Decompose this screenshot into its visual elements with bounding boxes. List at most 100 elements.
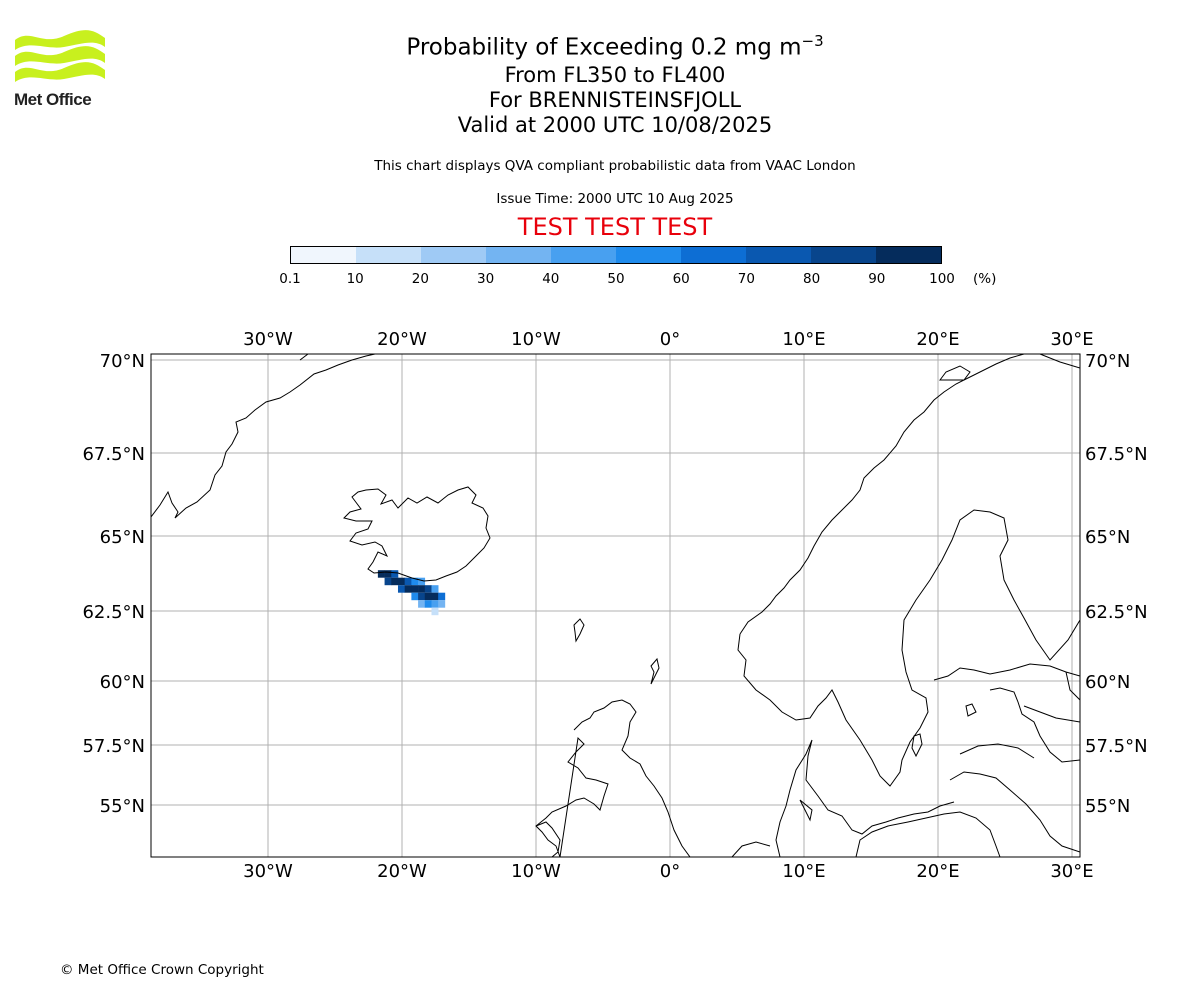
plume-cell bbox=[384, 577, 392, 586]
lat-label-right: 65°N bbox=[1085, 527, 1130, 548]
lon-label-bottom: 0° bbox=[660, 861, 680, 882]
plume-cell bbox=[404, 585, 412, 593]
plume-cell bbox=[411, 592, 419, 601]
lat-label-right: 57.5°N bbox=[1085, 736, 1148, 757]
colorbar-segment bbox=[681, 247, 746, 263]
plume-cell bbox=[431, 592, 439, 601]
plume-cell bbox=[397, 585, 405, 593]
plume-cell bbox=[424, 585, 432, 593]
met-office-logo bbox=[15, 30, 105, 82]
volcano-name: For BRENNISTEINSFJOLL bbox=[488, 87, 742, 112]
colorbar-tick-label: 0.1 bbox=[279, 271, 301, 287]
colorbar-tick-label: 10 bbox=[346, 271, 364, 287]
lat-label-left: 62.5°N bbox=[82, 602, 145, 623]
valid-time: Valid at 2000 UTC 10/08/2025 bbox=[457, 112, 773, 137]
lat-label-right: 60°N bbox=[1085, 672, 1130, 693]
plume-cell bbox=[431, 607, 439, 616]
colorbar-tick-label: 100 bbox=[929, 271, 955, 287]
lon-label-top: 20°E bbox=[916, 329, 959, 350]
denmark-coast bbox=[775, 739, 955, 857]
plume-cell bbox=[411, 577, 419, 586]
colorbar-segment bbox=[486, 247, 551, 263]
colorbar-tick-label: 50 bbox=[607, 271, 625, 287]
main-title: Probability of Exceeding 0.2 mg m−3 bbox=[406, 32, 824, 61]
lon-label-top: 30°W bbox=[243, 329, 293, 350]
plume-cell bbox=[431, 600, 439, 608]
baltic-east-coast bbox=[933, 663, 1080, 763]
map-frame bbox=[150, 353, 1081, 858]
plume-cell bbox=[404, 577, 412, 586]
logo-text: Met Office bbox=[14, 90, 92, 109]
ash-plume bbox=[377, 570, 446, 616]
plume-cell bbox=[397, 577, 405, 586]
plume-cell bbox=[438, 592, 446, 601]
colorbar-unit: (%) bbox=[973, 271, 997, 287]
plume-cell bbox=[418, 600, 426, 608]
lon-label-top: 10°W bbox=[511, 329, 561, 350]
chart-titles: Probability of Exceeding 0.2 mg m−3 From… bbox=[0, 26, 1200, 138]
plume-cell bbox=[418, 577, 426, 586]
colorbar-tick-label: 60 bbox=[672, 271, 690, 287]
lat-label-right: 67.5°N bbox=[1085, 444, 1148, 465]
plume-cell bbox=[391, 570, 399, 578]
lon-label-bottom: 30°E bbox=[1050, 861, 1093, 882]
greenland-coast bbox=[151, 354, 376, 519]
lon-label-top: 0° bbox=[660, 329, 680, 350]
shetland bbox=[650, 657, 660, 685]
lat-label-right: 62.5°N bbox=[1085, 602, 1148, 623]
plume-cell bbox=[438, 600, 446, 608]
scandinavia-coast bbox=[737, 354, 1080, 787]
colorbar-segment bbox=[811, 247, 876, 263]
plume-cell bbox=[411, 585, 419, 593]
test-banner: TEST TEST TEST bbox=[517, 213, 713, 241]
coastlines bbox=[151, 354, 1080, 857]
lat-label-left: 67.5°N bbox=[82, 444, 145, 465]
colorbar-tick-label: 30 bbox=[477, 271, 495, 287]
lat-label-left: 70°N bbox=[100, 351, 145, 372]
plume-cell bbox=[424, 592, 432, 601]
qva-note: This chart displays QVA compliant probab… bbox=[374, 158, 856, 174]
lat-label-left: 55°N bbox=[100, 796, 145, 817]
colorbar-segment bbox=[291, 247, 356, 263]
lon-label-bottom: 10°E bbox=[782, 861, 825, 882]
colorbar-segment bbox=[616, 247, 681, 263]
colorbar bbox=[290, 246, 942, 264]
ireland-coast bbox=[535, 821, 561, 857]
central-europe-coast bbox=[731, 811, 1001, 857]
lon-label-top: 10°E bbox=[782, 329, 825, 350]
plume-cell bbox=[391, 577, 399, 586]
colorbar-segment bbox=[876, 247, 941, 263]
graticule bbox=[151, 354, 1080, 857]
axis-labels: 30°W 30°W 20°W 20°W 10°W 10°W 0° 0° 10°E 10°E 20°E… bbox=[82, 329, 1147, 882]
plume-cell bbox=[418, 585, 426, 593]
plume-cell bbox=[424, 600, 432, 608]
copyright: © Met Office Crown Copyright bbox=[60, 962, 264, 978]
plume-cell bbox=[384, 570, 392, 578]
lat-label-left: 65°N bbox=[100, 527, 145, 548]
faroe-islands bbox=[573, 618, 585, 643]
colorbar-tick-label: 90 bbox=[868, 271, 886, 287]
lat-label-right: 55°N bbox=[1085, 796, 1130, 817]
lon-label-bottom: 20°W bbox=[377, 861, 427, 882]
plume-cell bbox=[418, 592, 426, 601]
colorbar-tick-label: 80 bbox=[803, 271, 821, 287]
lat-label-right: 70°N bbox=[1085, 351, 1130, 372]
lon-label-bottom: 20°E bbox=[916, 861, 959, 882]
lat-label-left: 57.5°N bbox=[82, 736, 145, 757]
lon-label-bottom: 30°W bbox=[243, 861, 293, 882]
plume-cell bbox=[431, 585, 439, 593]
colorbar-segment bbox=[421, 247, 486, 263]
colorbar-segment bbox=[356, 247, 421, 263]
lon-label-top: 20°W bbox=[377, 329, 427, 350]
colorbar-tick-label: 40 bbox=[542, 271, 560, 287]
issue-time: Issue Time: 2000 UTC 10 Aug 2025 bbox=[496, 191, 734, 207]
plume-cell bbox=[377, 570, 385, 578]
lat-label-left: 60°N bbox=[100, 672, 145, 693]
iceland-coast bbox=[343, 486, 491, 582]
colorbar-tick-label: 70 bbox=[737, 271, 755, 287]
colorbar-tick-label: 20 bbox=[411, 271, 429, 287]
lon-label-top: 30°E bbox=[1050, 329, 1093, 350]
colorbar-segment bbox=[746, 247, 811, 263]
great-britain-coast bbox=[535, 699, 691, 857]
